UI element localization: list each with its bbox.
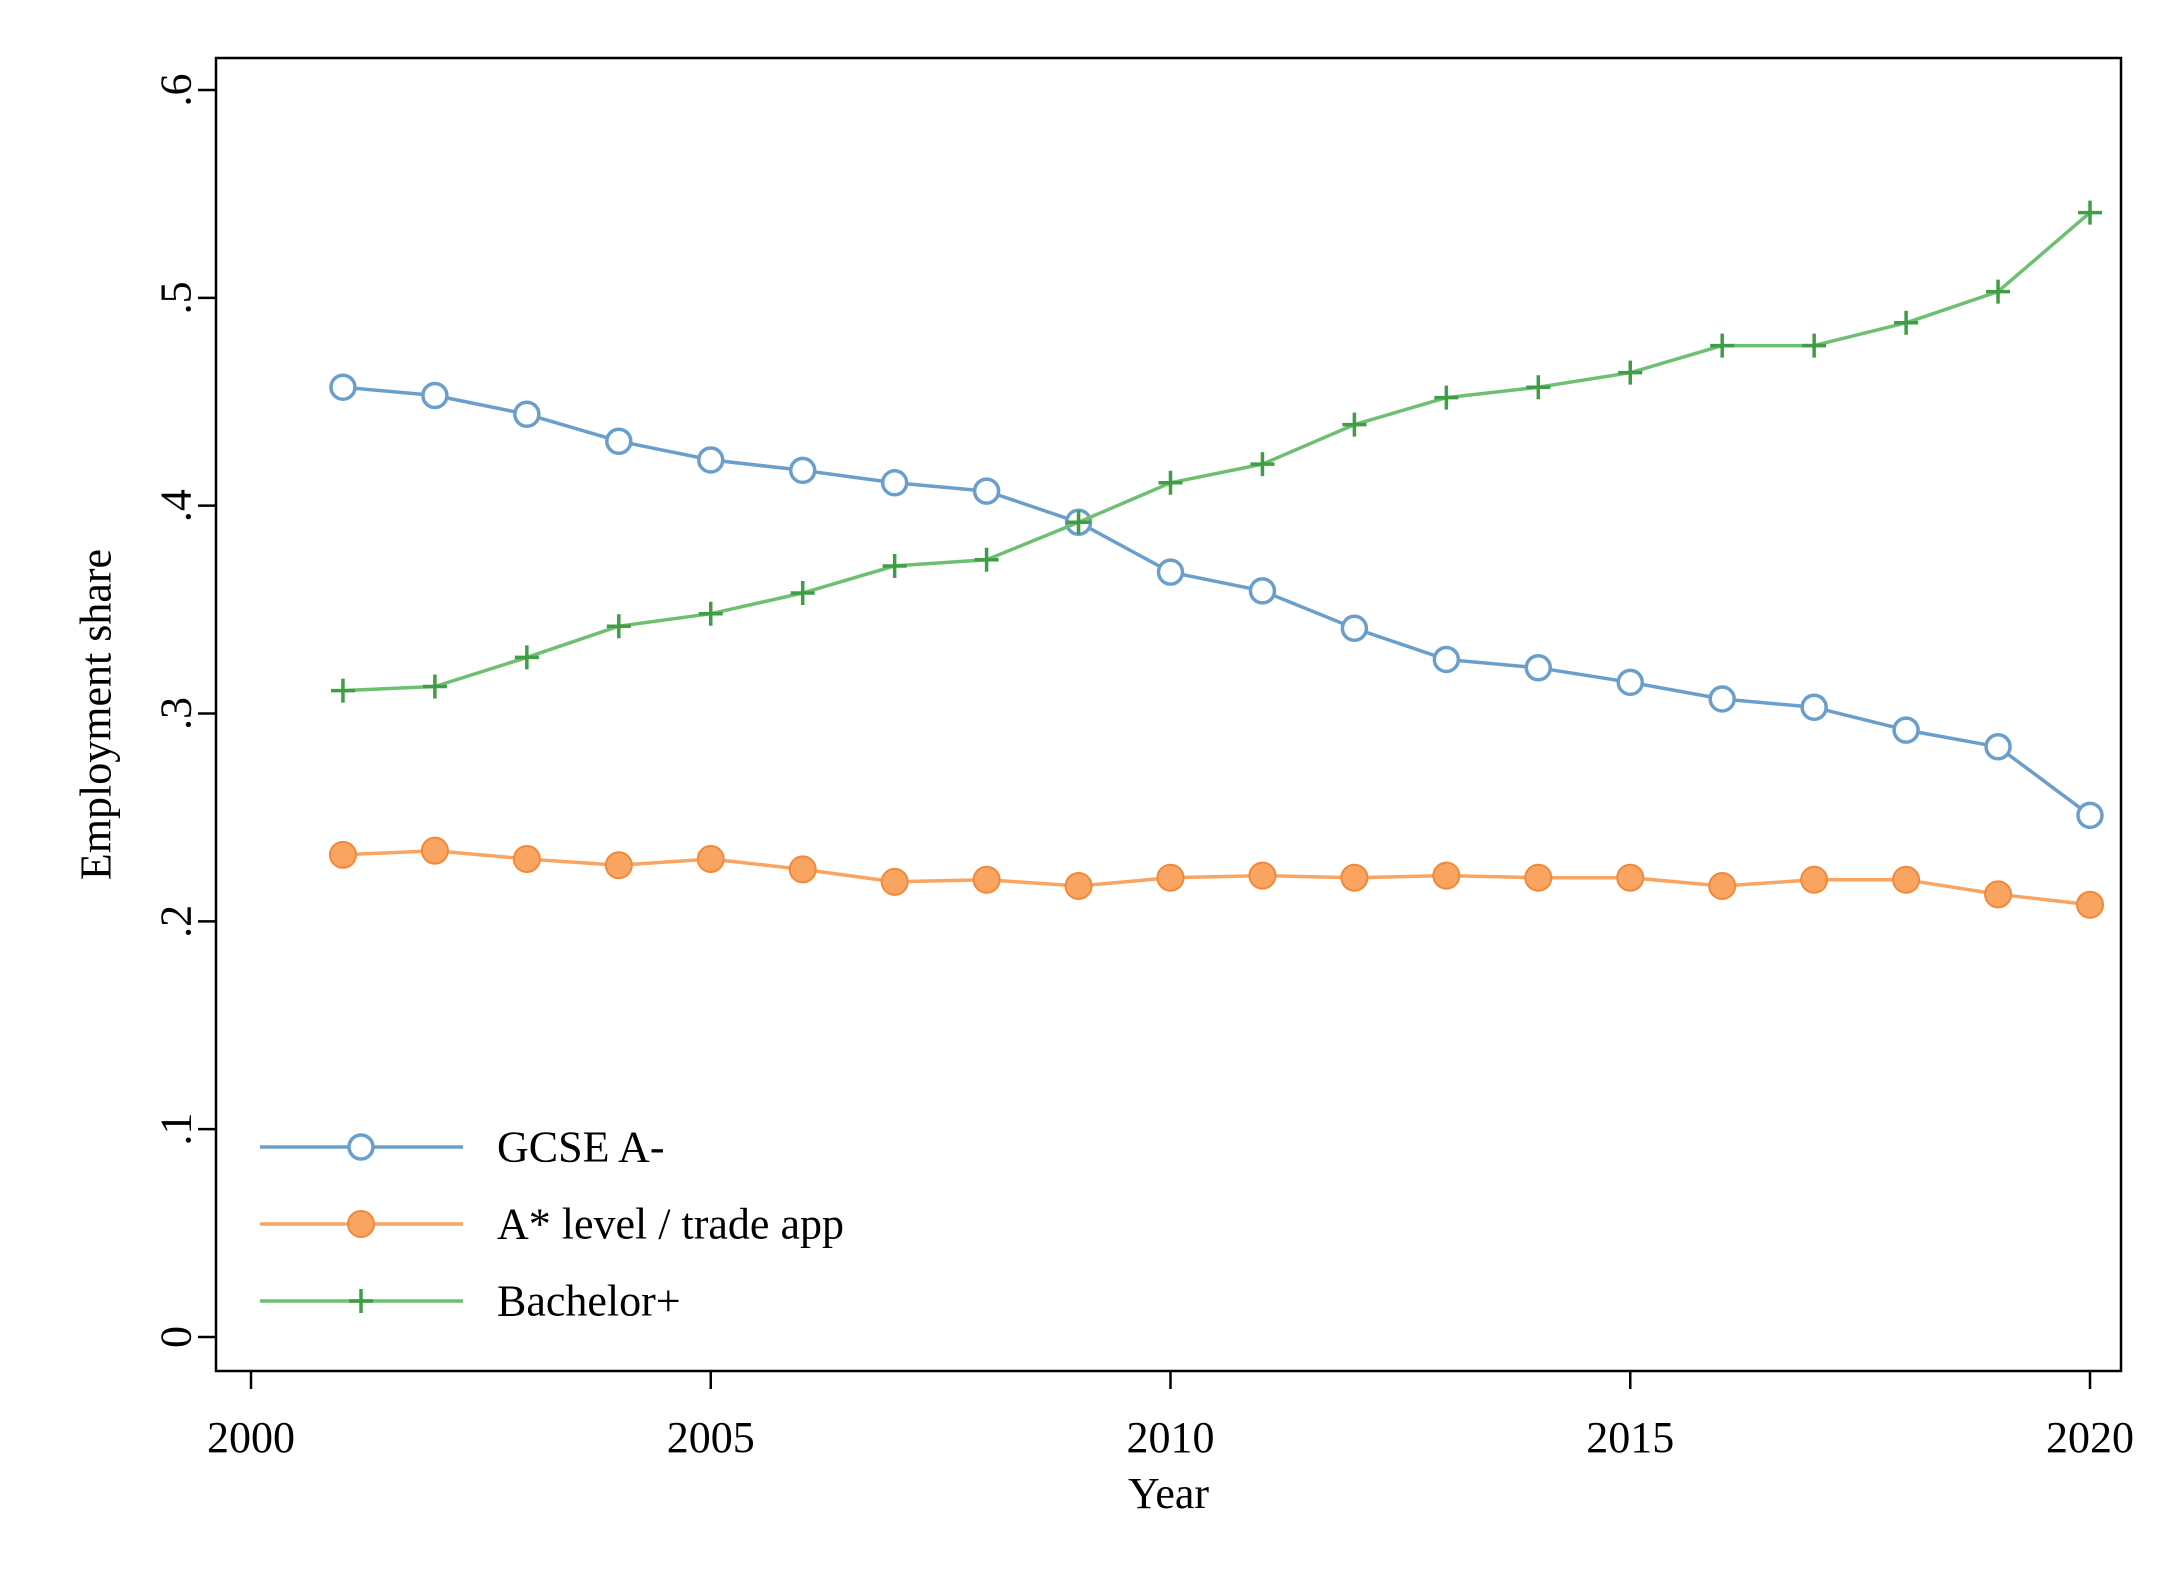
data-point [2076, 890, 2104, 919]
data-point [1340, 614, 1369, 643]
series-3 [330, 200, 2102, 703]
data-point [1892, 716, 1920, 744]
data-point [1434, 385, 1459, 410]
data-point [1158, 470, 1183, 495]
y-tick-label: 0 [152, 1326, 201, 1348]
data-point [1986, 279, 2011, 304]
data-point [1708, 685, 1736, 713]
x-axis-title: Year [1128, 1469, 1209, 1518]
legend: GCSE A- A* level / trade app Bachelor+ [260, 1123, 844, 1326]
data-point [1526, 375, 1551, 400]
data-point [1340, 863, 1369, 892]
legend-item: Bachelor+ [260, 1277, 681, 1326]
y-tick-label: .2 [152, 905, 201, 938]
data-point [421, 381, 449, 410]
data-point [2076, 801, 2104, 830]
data-point [972, 477, 1001, 505]
data-point [1616, 668, 1644, 697]
legend-label: A* level / trade app [497, 1200, 844, 1249]
data-point [1894, 310, 1919, 335]
data-point [1156, 863, 1185, 892]
y-tick-label: .3 [152, 697, 201, 730]
data-point [1432, 645, 1461, 674]
data-point [1984, 880, 2013, 909]
data-point [1342, 412, 1367, 437]
series-1 [329, 373, 2104, 830]
y-tick-label: .5 [152, 281, 201, 314]
data-point [790, 580, 815, 605]
y-tick-label: .1 [152, 1113, 201, 1146]
legend-marker [347, 1210, 375, 1238]
data-point [882, 553, 907, 578]
data-point [1064, 872, 1093, 901]
y-tick-label: .6 [152, 74, 201, 107]
series-layer [328, 200, 2104, 919]
data-point [1524, 863, 1553, 892]
series-line [342, 848, 2091, 907]
legend-item: A* level / trade app [260, 1200, 844, 1249]
data-point [974, 547, 999, 572]
x-tick-label: 2020 [2046, 1413, 2134, 1462]
x-tick-label: 2000 [207, 1413, 295, 1462]
data-point [698, 601, 723, 626]
data-point [1248, 861, 1277, 890]
data-point [513, 400, 541, 428]
data-point [514, 645, 539, 670]
data-point [605, 427, 633, 455]
data-point [1800, 865, 1829, 894]
data-point [788, 456, 817, 485]
data-point [1156, 558, 1185, 586]
y-tick-label: .4 [152, 489, 201, 522]
data-point [1710, 333, 1735, 358]
data-point [1066, 510, 1091, 535]
data-point [788, 855, 817, 884]
series-2 [328, 836, 2104, 919]
x-tick-label: 2010 [1127, 1413, 1215, 1462]
data-point [880, 867, 909, 896]
data-point [512, 844, 541, 873]
x-tick-label: 2005 [667, 1413, 755, 1462]
data-point [1248, 577, 1277, 605]
data-point [330, 678, 355, 703]
data-point [328, 840, 357, 869]
x-axis: 2000 2005 2010 2015 2020 [207, 1371, 2134, 1462]
legend-marker [347, 1133, 375, 1161]
data-point [972, 865, 1001, 894]
data-point [2078, 200, 2102, 225]
data-point [1708, 872, 1737, 901]
legend-marker [349, 1289, 373, 1313]
series-line [342, 211, 2092, 693]
data-point [604, 851, 633, 880]
data-point [422, 674, 447, 699]
data-point [696, 844, 725, 873]
y-axis-title: Employment share [72, 549, 121, 880]
y-axis: 0 .1 .2 .3 .4 .5 .6 [152, 74, 216, 1348]
legend-label: GCSE A- [497, 1123, 664, 1172]
data-point [1618, 360, 1643, 385]
data-point [1984, 733, 2012, 761]
data-point [1250, 452, 1275, 477]
data-point [880, 469, 909, 497]
series-line [342, 385, 2092, 817]
data-point [1524, 654, 1553, 682]
data-point [1892, 865, 1921, 894]
data-point [1800, 693, 1828, 722]
x-tick-label: 2015 [1586, 1413, 1674, 1462]
data-point [329, 373, 357, 401]
legend-label: Bachelor+ [497, 1277, 681, 1326]
data-point [697, 446, 725, 474]
data-point [420, 836, 449, 865]
data-point [1432, 861, 1461, 890]
legend-item: GCSE A- [260, 1123, 664, 1172]
data-point [1616, 863, 1645, 892]
data-point [1802, 333, 1827, 358]
data-point [606, 614, 631, 639]
